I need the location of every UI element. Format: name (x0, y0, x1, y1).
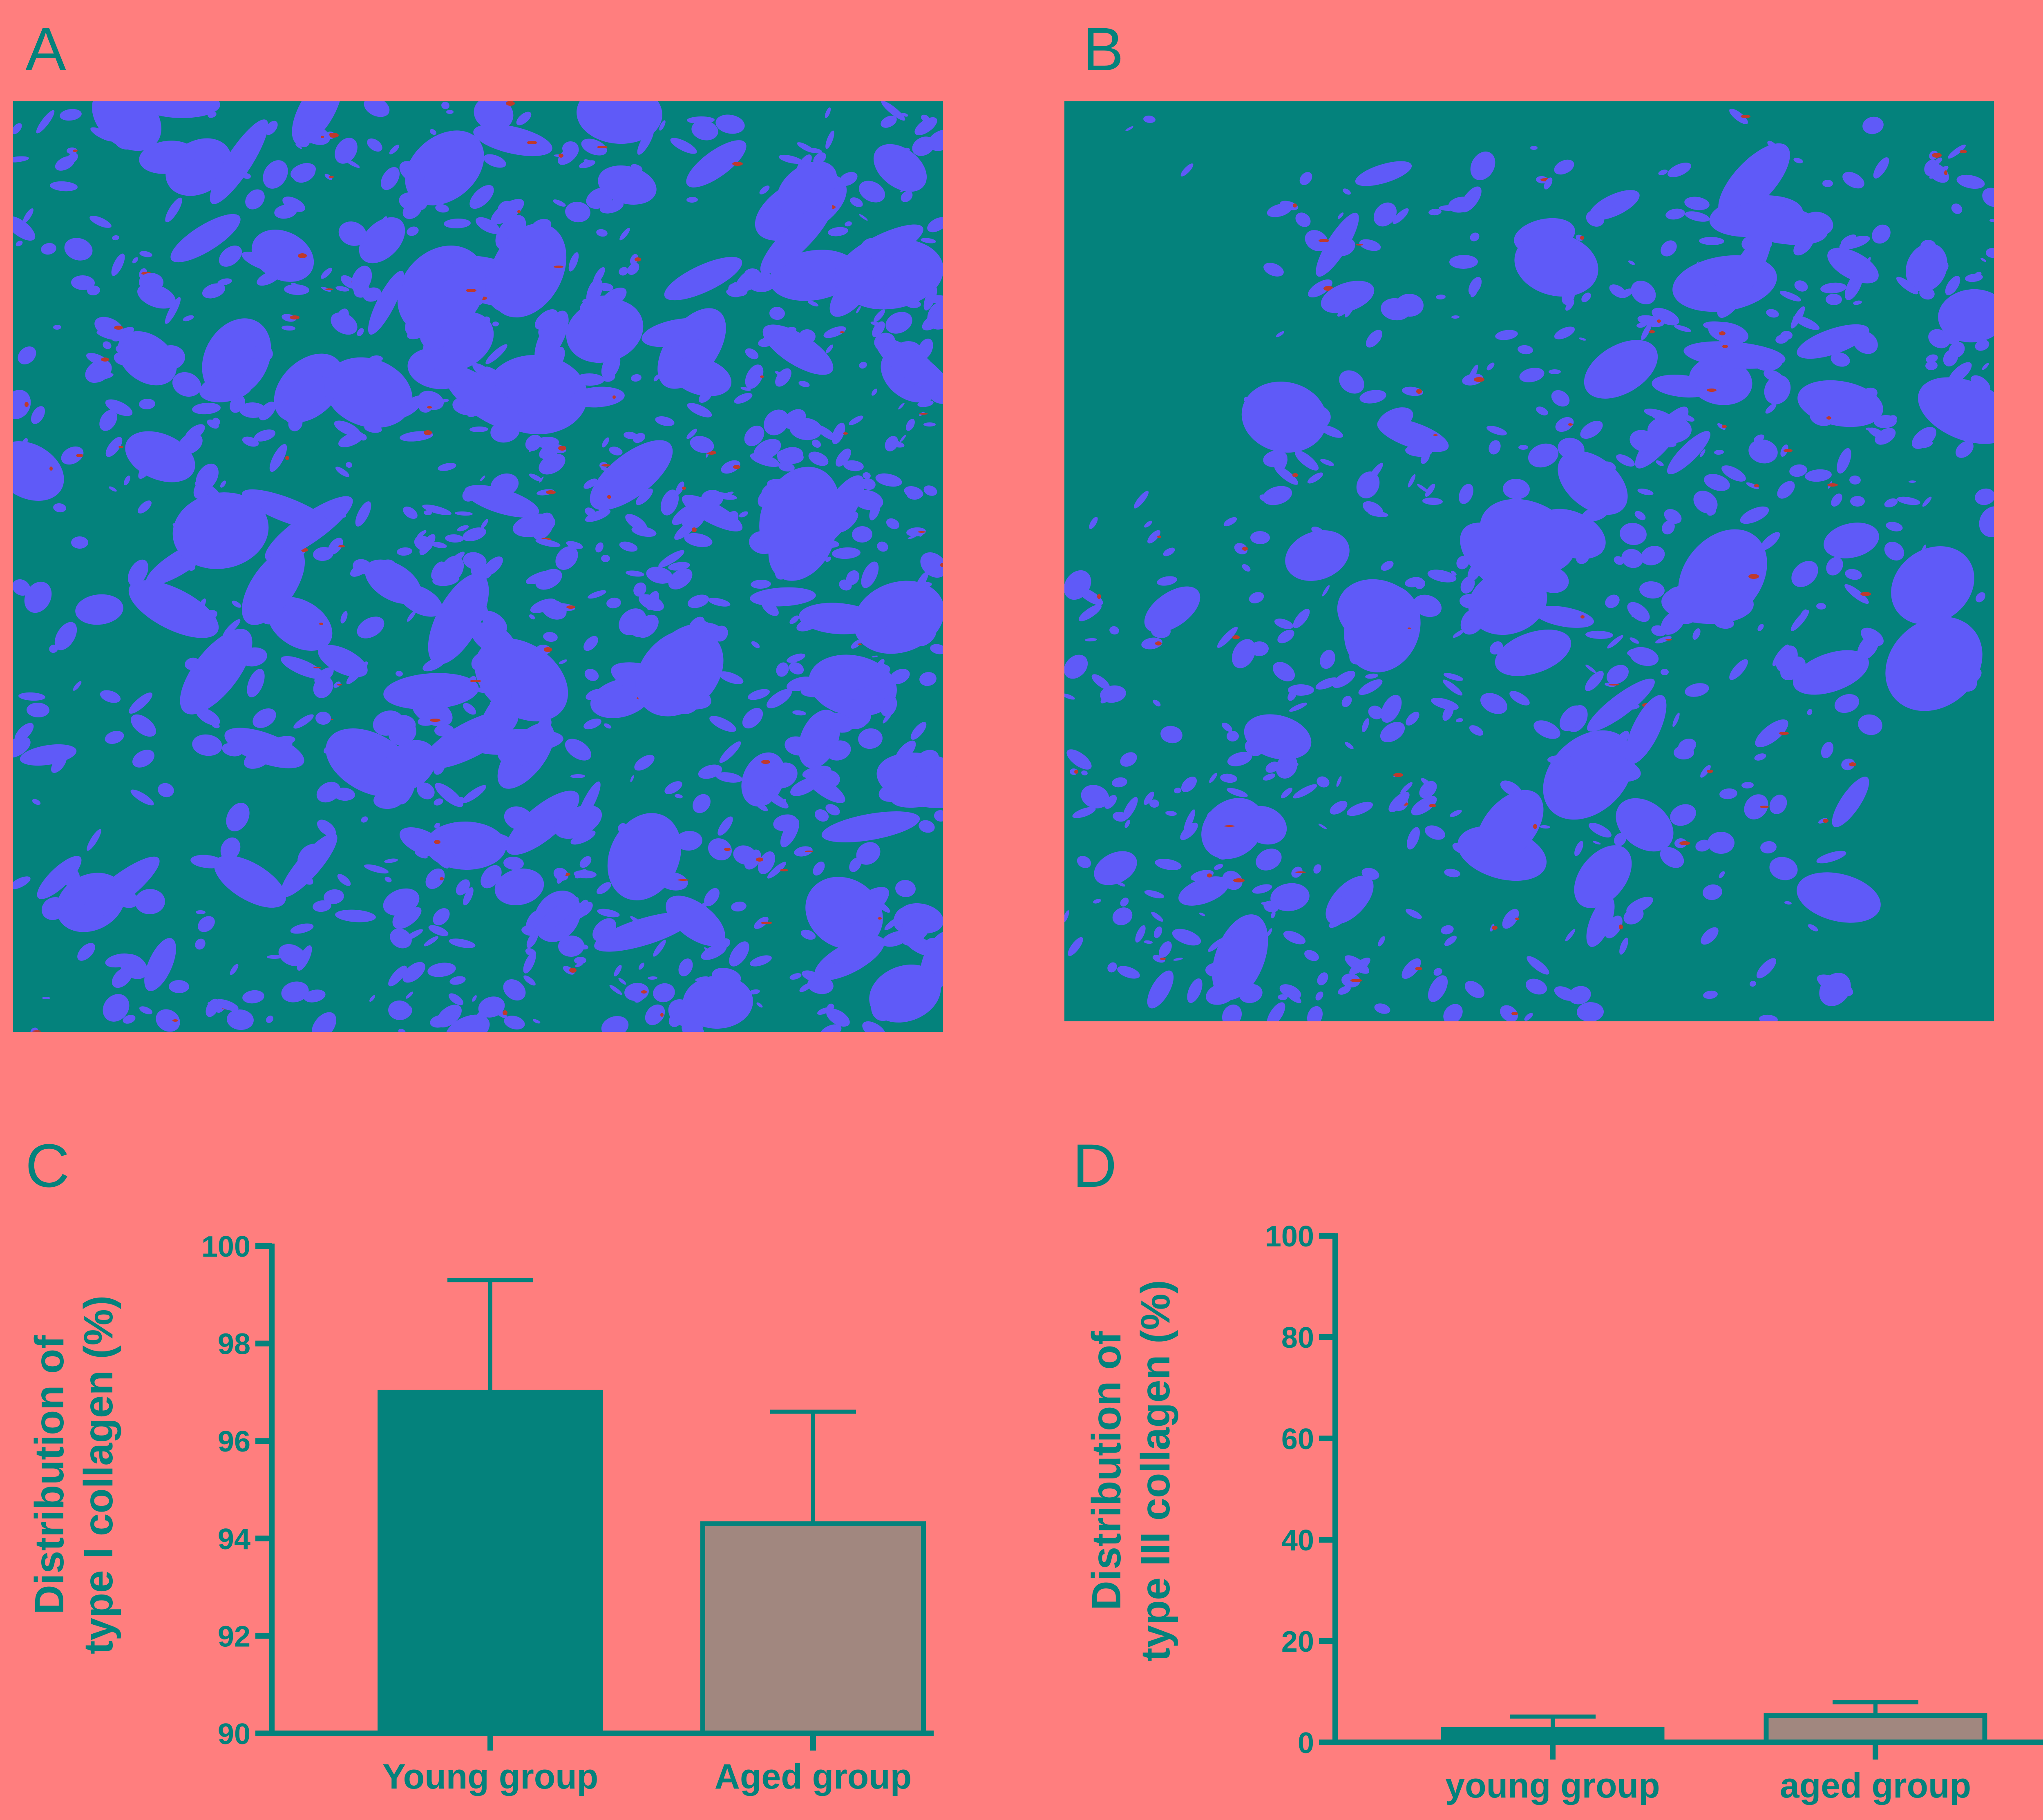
y-tick-label: 40 (1281, 1524, 1314, 1557)
y-tick-label: 60 (1281, 1423, 1314, 1456)
y-tick-label: 0 (1298, 1727, 1314, 1760)
y-tick-label: 94 (218, 1523, 250, 1556)
y-tick-label: 98 (218, 1328, 250, 1361)
panel-label-a: A (25, 15, 66, 83)
y-tick-label: 90 (218, 1718, 250, 1751)
y-tick-label: 80 (1281, 1322, 1314, 1354)
panel-label-d: D (1073, 1131, 1117, 1200)
y-axis-title-line-1: Distribution of (27, 1335, 72, 1615)
micrograph-b (1064, 101, 1994, 1021)
y-tick-label: 96 (218, 1425, 250, 1458)
y-tick-label: 100 (1265, 1220, 1314, 1253)
panel-label-b: B (1083, 15, 1124, 83)
x-tick-label: Young group (382, 1757, 599, 1796)
x-tick-label: Aged group (715, 1757, 912, 1796)
y-tick-label: 92 (218, 1620, 250, 1653)
x-tick-label: young group (1445, 1766, 1660, 1805)
bar-aged-group (700, 1521, 926, 1736)
chart-type-i-collagen: Distribution of type I collagen (%) 90 92… (27, 1230, 934, 1796)
bar-aged-group (1764, 1713, 1987, 1745)
bar-young-group (378, 1389, 603, 1736)
y-tick-label: 20 (1281, 1626, 1314, 1658)
y-axis-title-line-2: type III collagen (%) (1133, 1280, 1178, 1661)
y-axis-title-line-2: type I collagen (%) (76, 1295, 121, 1654)
y-tick-label: 100 (201, 1230, 250, 1263)
panel-label-c: C (25, 1131, 69, 1200)
y-axis-title-line-1: Distribution of (1084, 1331, 1129, 1610)
chart-type-iii-collagen: Distribution of type III collagen (%) 0 2… (1084, 1220, 2043, 1805)
x-tick-label: aged group (1780, 1766, 1971, 1805)
micrograph-a (13, 101, 943, 1032)
